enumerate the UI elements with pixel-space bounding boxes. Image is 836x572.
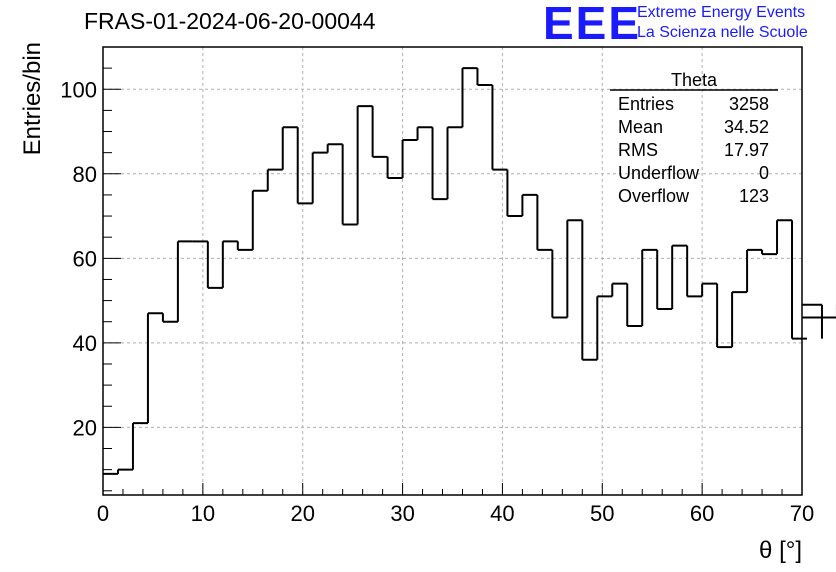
stats-value: 34.52 [724, 117, 769, 137]
axis-labels: 0 10 20 30 40 50 60 70 20 40 60 80 100 θ [°] Entries/b… [19, 42, 814, 564]
histogram-bin [461, 67, 478, 128]
y-tick-label: 60 [73, 246, 97, 271]
histogram-bin [611, 282, 628, 297]
histogram-bin [296, 127, 313, 205]
histogram-bin [116, 468, 133, 474]
histogram-bin [791, 220, 802, 340]
histogram-bin [671, 244, 688, 310]
histogram-bin [521, 193, 538, 217]
x-tick-label: 20 [290, 501, 314, 526]
org-name-line2: La Scienza nelle Scuole [637, 24, 808, 41]
histogram-bin [761, 249, 778, 256]
histogram-bin [802, 304, 836, 319]
y-tick-label: 20 [73, 415, 97, 440]
histogram-bin [416, 126, 433, 140]
histogram-bin [236, 241, 253, 251]
stats-value: 3258 [729, 94, 769, 114]
histogram-bin [221, 240, 238, 288]
histogram-bin [506, 169, 523, 218]
x-axis-label: θ [°] [759, 537, 802, 564]
stats-label: RMS [618, 140, 658, 160]
y-axis-label: Entries/bin [19, 42, 46, 155]
y-tick-label: 40 [73, 331, 97, 356]
stats-label: Underflow [618, 163, 700, 183]
eee-logo: EEE [543, 0, 642, 49]
x-tick-label: 60 [690, 501, 714, 526]
x-tick-label: 40 [490, 501, 514, 526]
histogram-bin [536, 194, 553, 251]
histogram-bin [206, 241, 223, 289]
histogram-bin [386, 156, 403, 180]
histogram-bin [326, 143, 343, 153]
plot-frame [102, 46, 803, 496]
stats-label: Mean [618, 117, 663, 137]
histogram-bin [566, 219, 583, 318]
stats-label: Entries [618, 94, 674, 114]
x-tick-label: 70 [790, 501, 814, 526]
histogram-bin [731, 291, 748, 348]
histogram-bin [802, 303, 823, 339]
histogram-bin [491, 85, 508, 171]
histogram-bin [701, 282, 718, 297]
histogram-bin [371, 106, 388, 158]
histogram-bin [596, 295, 613, 360]
histogram-bin [341, 144, 358, 226]
histogram-bin [446, 126, 463, 200]
histogram-bin [281, 126, 298, 170]
grid-lines [103, 47, 802, 495]
stats-value: 123 [739, 186, 769, 206]
y-tick-label: 80 [73, 162, 97, 187]
stats-title: Theta [671, 70, 718, 90]
x-tick-label: 30 [390, 501, 414, 526]
histogram-bin [431, 127, 448, 201]
histogram-bin [251, 189, 268, 250]
histogram-bin [581, 220, 598, 361]
x-tick-label: 10 [191, 501, 215, 526]
histogram-bin [176, 240, 193, 322]
stats-box: Theta Entries 3258 Mean 34.52 RMS 17.97 Underfl… [610, 70, 778, 206]
histogram-bin [776, 219, 793, 255]
histogram-bin [356, 105, 373, 225]
histogram-series [103, 67, 836, 475]
histogram-bin [656, 249, 673, 311]
histogram-bin [161, 313, 178, 323]
x-tick-label: 0 [97, 501, 109, 526]
histogram-bin [746, 248, 763, 293]
histogram-bin [131, 422, 148, 470]
x-tick-label: 50 [590, 501, 614, 526]
histogram-bin [146, 312, 163, 424]
histogram-bin [551, 249, 568, 319]
histogram-bin [401, 138, 418, 179]
org-name-line1: Extreme Energy Events [637, 4, 806, 21]
histogram-bin [626, 283, 643, 327]
stats-label: Overflow [618, 186, 690, 206]
histogram-bin [641, 248, 658, 326]
histogram-bin [311, 151, 328, 204]
histogram-bin [266, 168, 283, 191]
stats-value: 17.97 [724, 140, 769, 160]
histogram-bin [686, 245, 703, 298]
histogram-bin [716, 283, 733, 349]
axis-ticks [102, 46, 803, 495]
histogram-bin [476, 68, 493, 87]
plot-title: FRAS-01-2024-06-20-00044 [84, 8, 376, 34]
stats-value: 0 [759, 163, 769, 183]
y-tick-label: 100 [60, 77, 97, 102]
